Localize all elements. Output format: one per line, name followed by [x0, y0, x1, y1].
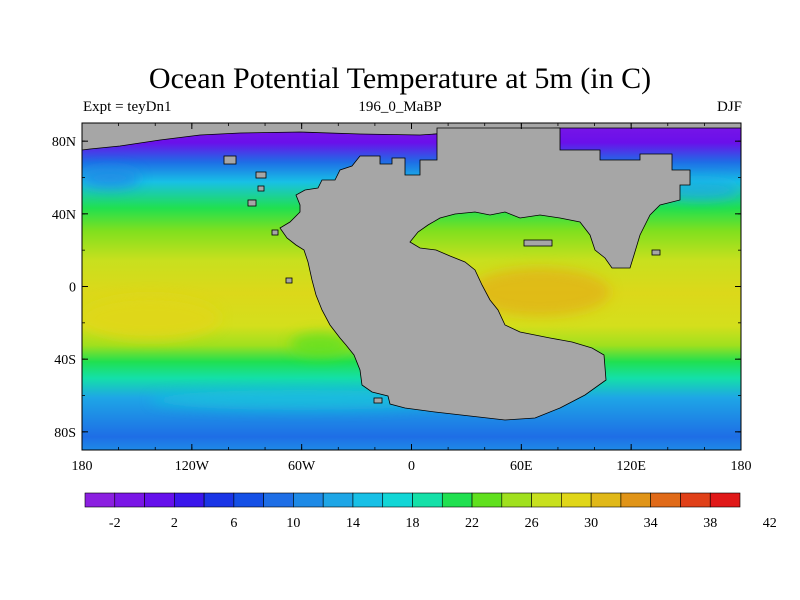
- land-island: [271, 229, 279, 236]
- colorbar-swatch: [412, 492, 443, 508]
- land-island: [523, 239, 553, 247]
- land-island: [373, 397, 383, 404]
- colorbar-swatch: [322, 492, 354, 508]
- lat-tick-label: 80N: [52, 135, 76, 150]
- season-label: DJF: [716, 99, 742, 115]
- land-island: [247, 199, 257, 207]
- colorbar-swatch: [233, 492, 264, 508]
- colorbar-swatch: [501, 492, 532, 508]
- colorbar-swatch: [680, 492, 711, 508]
- colorbar-label: 22: [465, 516, 479, 531]
- axis-ticks: 180 120W 60W 0 60E 120E 180 80N 40N 0 40S 80S: [52, 123, 752, 474]
- land-island: [257, 185, 265, 192]
- land-arctic: [82, 123, 741, 151]
- colorbar-swatch: [382, 492, 413, 508]
- lon-tick-label: 180: [731, 459, 752, 474]
- colorbar-label: 18: [406, 516, 420, 531]
- lat-tick-label: 80S: [54, 426, 76, 441]
- colorbar-swatch: [84, 492, 116, 508]
- colorbar-swatch: [620, 492, 651, 508]
- experiment-label: Expt = teyDn1: [83, 99, 172, 115]
- land-island: [651, 249, 661, 256]
- lat-tick-label: 40S: [54, 353, 76, 368]
- colorbar-label: 38: [703, 516, 717, 531]
- land-island: [255, 171, 267, 179]
- colorbar-swatch: [531, 492, 562, 508]
- lon-tick-label: 120W: [175, 459, 210, 474]
- lon-tick-label: 60E: [510, 459, 533, 474]
- colorbar-label: 34: [644, 516, 658, 531]
- lon-tick-label: 120E: [616, 459, 646, 474]
- time-period-label: 196_0_MaBP: [358, 99, 442, 115]
- colorbar-label: 2: [171, 516, 178, 531]
- lat-tick-label: 40N: [52, 208, 76, 223]
- colorbar-swatch: [114, 492, 145, 508]
- colorbar-swatch: [144, 492, 175, 508]
- temperature-field: [82, 123, 741, 450]
- land-pangaea: [279, 127, 691, 421]
- lon-tick-label: 180: [72, 459, 93, 474]
- colorbar: -2 2 6 10 14 18 22 26 30 34 38 42: [84, 492, 777, 531]
- colorbar-swatch: [471, 492, 503, 508]
- colorbar-swatch: [709, 492, 741, 508]
- colorbar-swatch: [263, 492, 294, 508]
- colorbar-swatch: [174, 492, 205, 508]
- lon-tick-label: 0: [408, 459, 415, 474]
- colorbar-label: 30: [584, 516, 598, 531]
- colorbar-swatch: [352, 492, 384, 508]
- colorbar-swatch: [293, 492, 324, 508]
- chart-title: Ocean Potential Temperature at 5m (in C): [148, 62, 652, 95]
- colorbar-label: 10: [286, 516, 300, 531]
- land-island: [223, 155, 237, 165]
- lat-tick-label: 0: [69, 281, 76, 296]
- colorbar-swatch: [203, 492, 235, 508]
- colorbar-swatch: [561, 492, 592, 508]
- colorbar-swatch: [650, 492, 681, 508]
- colorbar-swatch: [590, 492, 622, 508]
- land-island: [285, 277, 293, 284]
- colorbar-label: -2: [109, 516, 121, 531]
- colorbar-label: 6: [230, 516, 237, 531]
- colorbar-label: 42: [763, 516, 777, 531]
- colorbar-label: 14: [346, 516, 360, 531]
- lon-tick-label: 60W: [288, 459, 316, 474]
- colorbar-label: 26: [525, 516, 539, 531]
- colorbar-swatch: [441, 492, 473, 508]
